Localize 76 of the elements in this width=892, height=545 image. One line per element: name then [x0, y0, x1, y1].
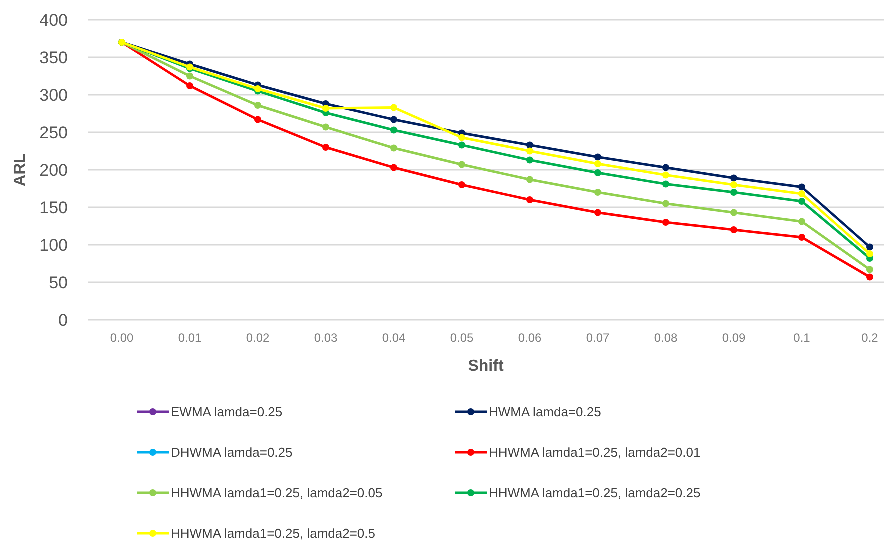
legend-label: EWMA lamda=0.25	[171, 404, 283, 420]
point	[390, 164, 398, 172]
point	[322, 124, 330, 131]
point	[730, 174, 738, 182]
point	[186, 82, 194, 90]
point	[798, 184, 806, 191]
y-tick-label: 250	[40, 123, 68, 142]
point	[866, 274, 874, 281]
point	[662, 219, 670, 226]
point	[254, 102, 262, 109]
point	[390, 144, 398, 152]
point	[798, 190, 806, 198]
point	[254, 86, 262, 92]
x-tick-label: 0.05	[450, 331, 474, 345]
y-tick-label: 400	[40, 10, 68, 30]
point	[594, 189, 602, 196]
point	[730, 182, 738, 188]
point	[866, 244, 874, 251]
point	[322, 105, 330, 112]
point	[662, 200, 670, 208]
x-tick-label: 0.07	[586, 331, 610, 345]
point	[798, 218, 806, 226]
point	[186, 72, 194, 80]
y-tick-label: 200	[40, 160, 68, 180]
point	[458, 134, 466, 142]
point	[526, 148, 534, 155]
point	[730, 226, 738, 234]
y-tick-label: 150	[40, 198, 68, 218]
point	[730, 189, 738, 196]
point	[526, 196, 534, 204]
x-tick-label: 0.00	[110, 331, 134, 345]
y-tick-label: 300	[40, 86, 68, 105]
point	[390, 126, 398, 134]
x-tick-label: 0.1	[794, 331, 811, 345]
point	[458, 142, 466, 149]
x-tick-label: 0.2	[862, 331, 879, 345]
y-tick-label: 350	[40, 48, 68, 68]
point	[662, 164, 670, 172]
x-tick-label: 0.02	[246, 331, 270, 345]
point	[798, 234, 806, 241]
point	[730, 209, 738, 216]
legend-label: HHWMA lamda1=0.25, lamda2=0.25	[489, 486, 701, 501]
point	[798, 198, 806, 205]
point	[526, 142, 534, 149]
legend-label: HHWMA lamda1=0.25, lamda2=0.5	[171, 526, 376, 542]
point	[390, 104, 398, 112]
point	[594, 209, 602, 216]
point	[390, 116, 398, 124]
point	[662, 180, 670, 188]
point	[594, 160, 602, 168]
x-tick-label: 0.06	[518, 331, 542, 345]
y-axis-title: ARL	[12, 153, 29, 186]
point	[594, 154, 602, 161]
point	[662, 172, 670, 179]
point	[458, 182, 466, 188]
y-tick-label: 50	[49, 273, 68, 292]
y-tick-label: 0	[58, 310, 68, 330]
legend-label: HHWMA lamda1=0.25, lamda2=0.01	[489, 445, 701, 460]
point	[526, 156, 534, 164]
y-tick-label: 100	[40, 236, 68, 255]
point	[254, 116, 262, 124]
legend-label: HHWMA lamda1=0.25, lamda2=0.05	[171, 486, 383, 501]
point	[866, 266, 874, 274]
legend-label: DHWMA lamda=0.25	[171, 445, 293, 460]
x-axis-title: Shift	[468, 358, 504, 375]
x-tick-label: 0.04	[382, 331, 406, 345]
point	[458, 161, 466, 168]
point	[594, 170, 602, 176]
x-tick-label: 0.08	[654, 331, 678, 345]
x-tick-label: 0.01	[178, 331, 202, 345]
point	[866, 250, 874, 258]
point	[322, 144, 330, 151]
x-tick-label: 0.09	[722, 331, 746, 345]
legend-label: HWMA lamda=0.25	[489, 404, 602, 420]
x-tick-label: 0.03	[314, 331, 338, 345]
point	[526, 176, 534, 184]
